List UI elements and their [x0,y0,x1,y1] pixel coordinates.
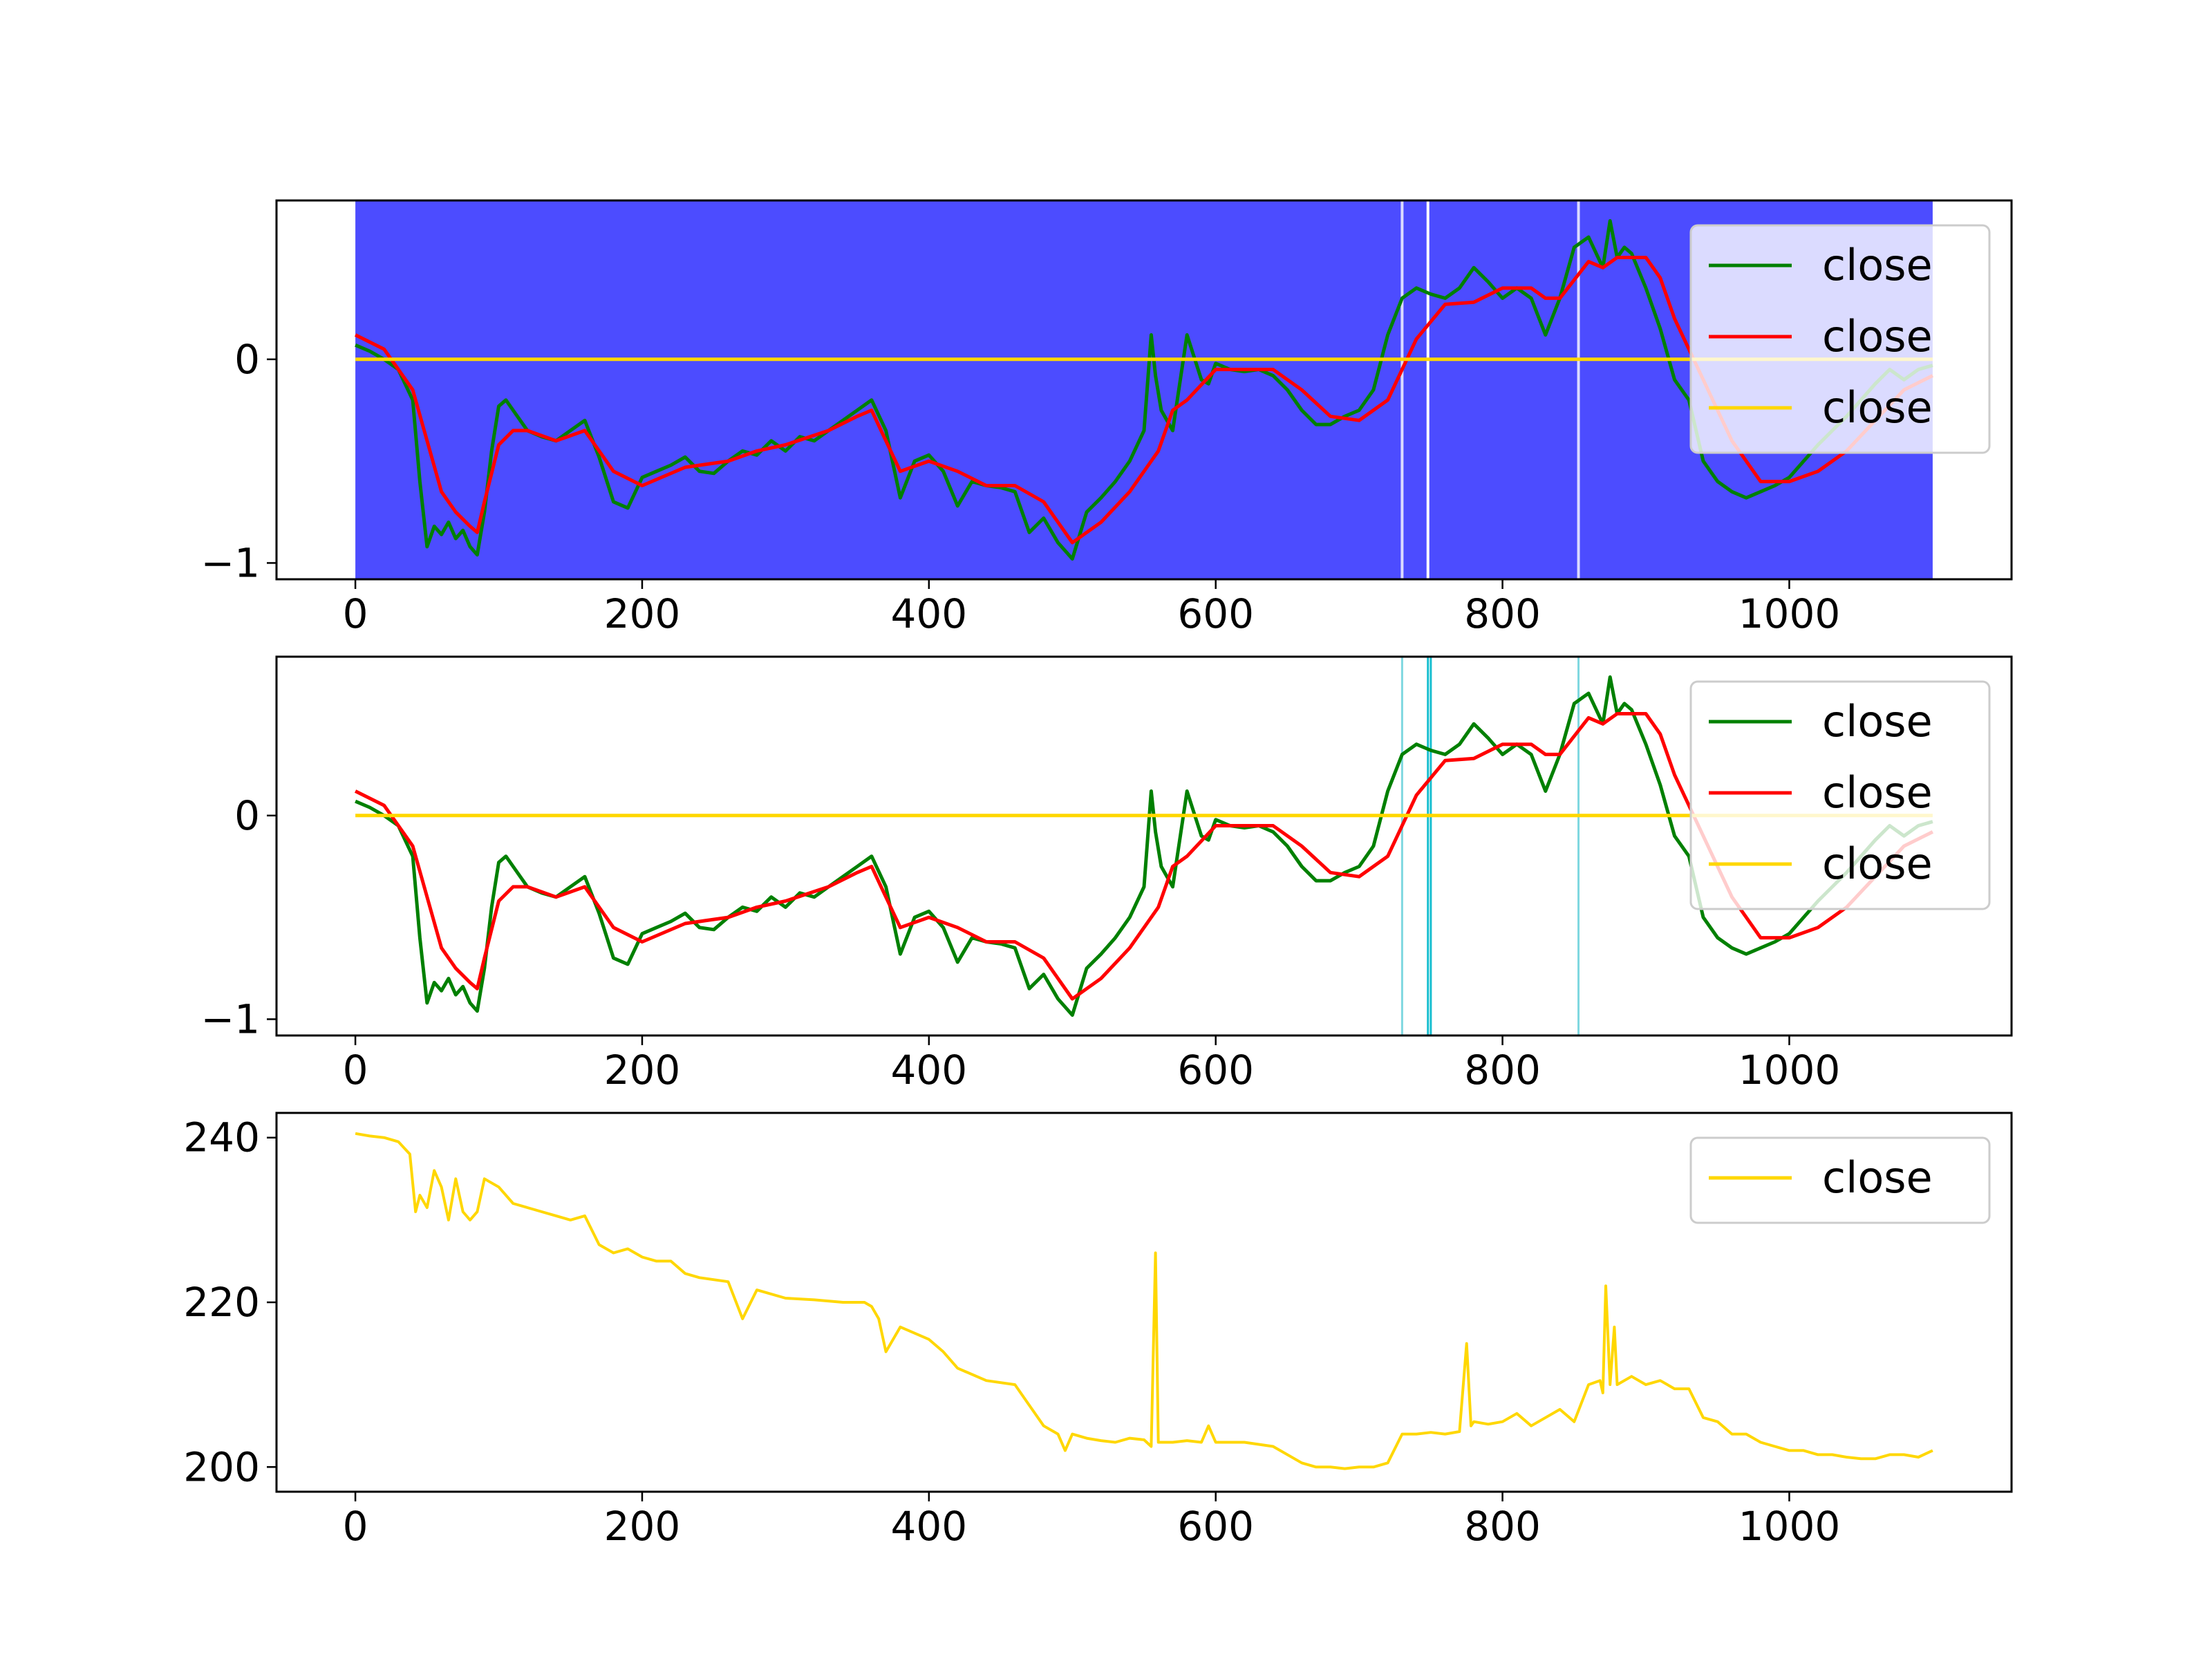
legend-label: close [1822,382,1933,433]
chart-panel-2: 0 200 400 600 800 1000 −1 0 close close close [201,655,2013,1094]
x-tick-label: 0 [343,590,368,637]
x-tick-label: 200 [604,1503,681,1550]
series-group [354,219,1934,561]
legend-box [1689,680,1991,910]
span-gap [1400,200,1404,579]
x-tick-label: 800 [1464,1503,1541,1550]
legend-box [1689,224,1991,454]
x-tick-label: 1000 [1738,1047,1841,1094]
x-tick-label: 1000 [1738,1503,1841,1550]
series-line-2 [354,256,1934,545]
x-tick-label: 600 [1177,590,1254,637]
legend-label: close [1822,696,1933,747]
legend: close close close [1689,224,1991,454]
y-tick-label: 240 [183,1114,260,1161]
x-tick-label: 800 [1464,590,1541,637]
x-tick-label: 600 [1177,1503,1254,1550]
y-tick-label: −1 [201,539,261,586]
legend-label: close [1822,838,1933,889]
x-tick-label: 400 [890,590,967,637]
legend-label: close [1822,311,1933,362]
y-tick-label: 0 [234,336,260,383]
chart-panel-1: 0 200 400 600 800 1000 −1 0 close close close [201,199,2013,637]
legend-label: close [1822,1152,1933,1203]
axes-frame [275,199,2013,581]
y-tick-label: 0 [234,792,260,839]
span-gap [1426,200,1430,579]
y-tick-label: −1 [201,995,261,1042]
series-line-2 [354,712,1934,1001]
x-tick-label: 0 [343,1047,368,1094]
x-tick-label: 0 [343,1503,368,1550]
x-tick-label: 200 [604,1047,681,1094]
series-group [354,675,1934,1017]
legend-label: close [1822,767,1933,818]
x-tick-label: 400 [890,1503,967,1550]
legend-label: close [1822,240,1933,290]
x-tick-label: 1000 [1738,590,1841,637]
background-span [355,200,1933,579]
series-group [355,1132,1933,1470]
chart-panel-3: 0 200 400 600 800 1000 200 220 240 close [183,1112,2013,1550]
series-line-1 [355,1132,1933,1470]
y-tick-label: 220 [183,1279,260,1326]
legend: close [1689,1136,1991,1224]
x-tick-label: 200 [604,590,681,637]
y-tick-label: 200 [183,1443,260,1490]
x-tick-label: 600 [1177,1047,1254,1094]
legend: close close close [1689,680,1991,910]
legend-box [1689,1136,1991,1224]
axes-frame [275,655,2013,1037]
x-tick-label: 800 [1464,1047,1541,1094]
span-gap [1577,200,1580,579]
x-tick-label: 400 [890,1047,967,1094]
